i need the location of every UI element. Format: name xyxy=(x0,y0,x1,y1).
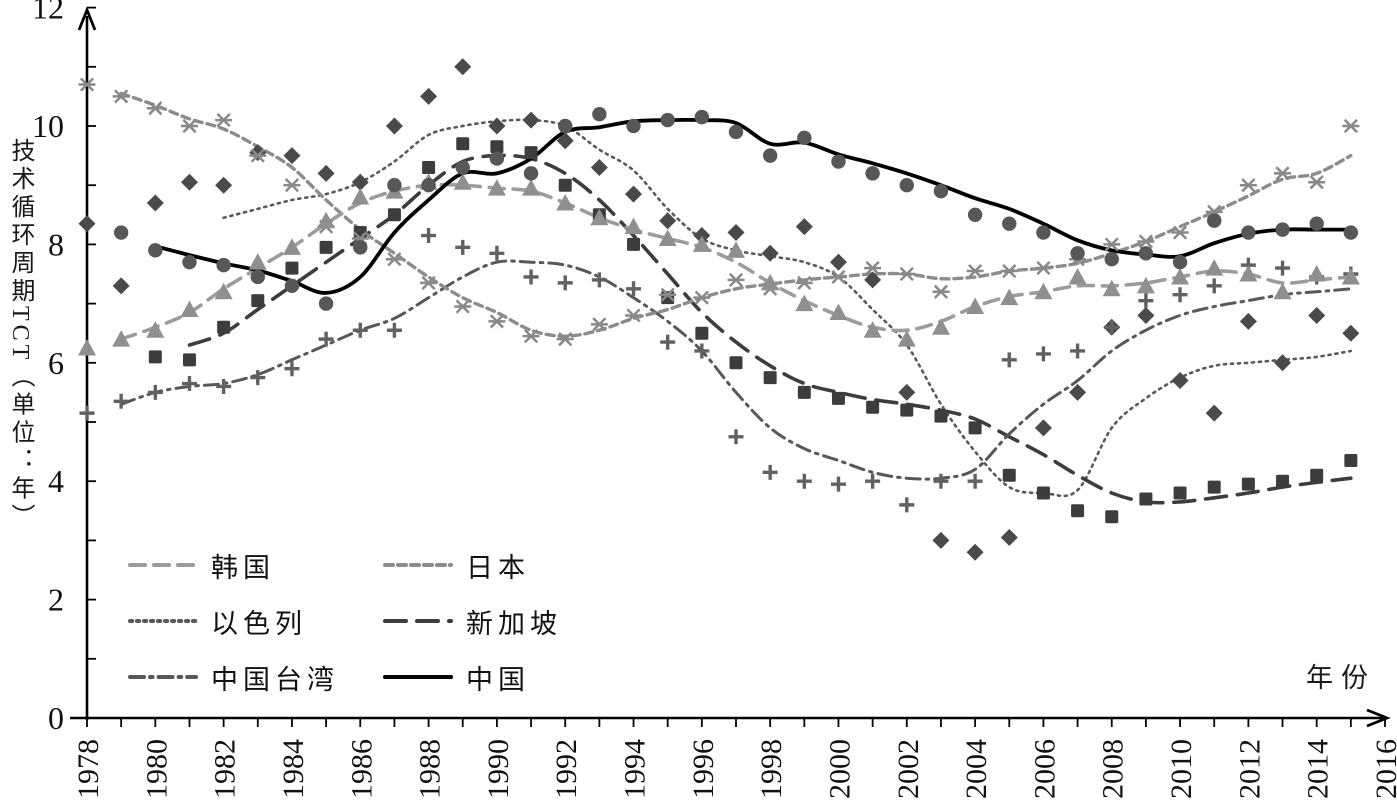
x-tick-label: 1998 xyxy=(755,739,788,799)
series-line-china xyxy=(153,117,1353,295)
y-tick-labels: 0 2 4 6 8 10 12 xyxy=(32,0,64,736)
x-tick-label: 2008 xyxy=(1097,739,1130,799)
x-tick-label: 2012 xyxy=(1233,739,1266,799)
x-tick-label: 1990 xyxy=(482,739,515,799)
y-tick-label: 8 xyxy=(48,226,64,262)
y-tick-label: 6 xyxy=(48,345,64,381)
series-line-israel xyxy=(222,118,1353,498)
x-tick-label: 1980 xyxy=(140,739,173,799)
x-tick-label: 2002 xyxy=(892,739,925,799)
x-tick-label: 1988 xyxy=(414,739,447,799)
y-tick-label: 2 xyxy=(48,582,64,618)
y-tick-label: 4 xyxy=(48,463,64,499)
x-tick-label: 1986 xyxy=(345,739,378,799)
series-markers-japan xyxy=(78,77,1360,347)
series-line-taiwan xyxy=(119,259,1353,481)
x-tick-label: 1992 xyxy=(550,739,583,799)
axes xyxy=(70,6,1391,728)
series-markers-china xyxy=(113,106,1359,311)
series-markers-israel xyxy=(78,58,1360,561)
series-line-singapore xyxy=(187,153,1353,505)
series-markers-taiwan xyxy=(79,228,1359,513)
y-tick-label: 0 xyxy=(48,700,64,736)
x-tick-label: 2004 xyxy=(960,739,993,799)
x-tick-label: 2016 xyxy=(1370,739,1397,799)
x-tick-label: 1982 xyxy=(209,739,242,799)
series-line-korea xyxy=(119,182,1353,341)
x-tick-label: 2010 xyxy=(1165,739,1198,799)
x-tick-label: 1984 xyxy=(277,739,310,799)
x-tick-label: 2000 xyxy=(823,739,856,799)
y-axis-title: 技术循环周期TCT（单位：年） xyxy=(7,138,33,532)
x-tick-label: 2006 xyxy=(1028,739,1061,799)
axis-ticks xyxy=(86,6,1386,727)
series-markers-korea xyxy=(78,173,1360,356)
x-axis-title: 年份 xyxy=(1306,663,1376,693)
y-tick-label: 10 xyxy=(32,108,64,144)
x-tick-label: 1996 xyxy=(687,739,720,799)
x-tick-label: 1978 xyxy=(72,739,105,799)
series-markers-singapore xyxy=(148,137,1358,524)
x-tick-label: 1994 xyxy=(619,739,652,799)
x-tick-label: 2014 xyxy=(1302,739,1335,799)
y-tick-label: 12 xyxy=(32,0,64,26)
x-tick-labels: 1978 1980 1982 1984 1986 1988 1990 1992 1994 1996… xyxy=(72,739,1397,799)
